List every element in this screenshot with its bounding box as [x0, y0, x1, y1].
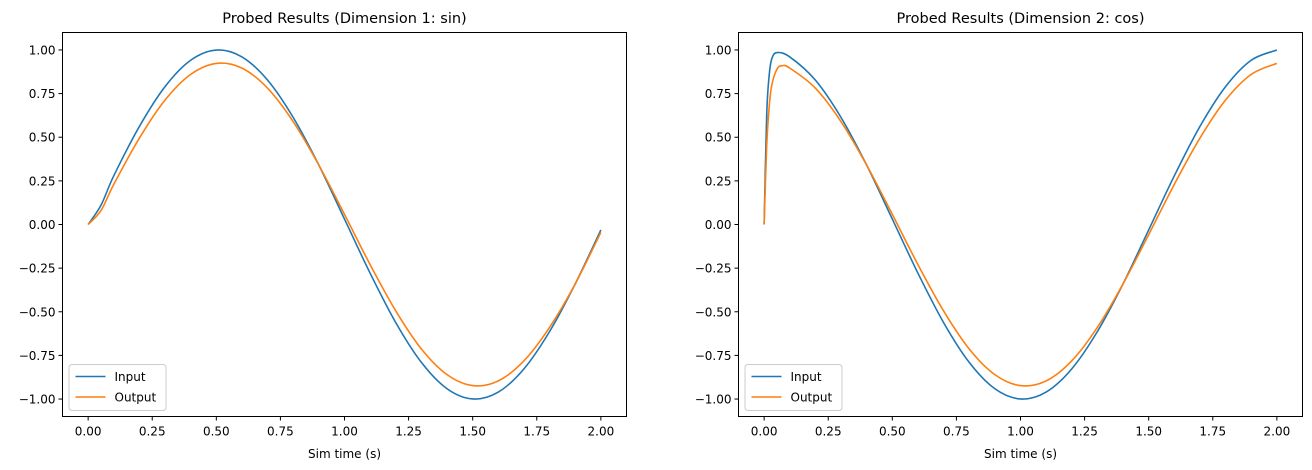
- series-line-output: [87, 62, 602, 387]
- y-tick-label: 0.00: [705, 218, 732, 232]
- x-axis-label: Sim time (s): [308, 447, 381, 461]
- x-axis-label: Sim time (s): [984, 447, 1057, 461]
- y-tick-label: −0.25: [695, 262, 732, 276]
- legend: Input Output: [68, 364, 167, 411]
- x-tick-label: 2.00: [588, 425, 615, 439]
- x-tick-label: 0.75: [267, 425, 294, 439]
- y-tick-label: −1.00: [695, 393, 732, 407]
- y-tick-label: 0.25: [29, 174, 56, 188]
- y-tick-label: 0.00: [29, 218, 56, 232]
- legend-label: Output: [115, 391, 157, 405]
- x-tick-label: 0.75: [943, 425, 970, 439]
- y-tick-label: 1.00: [705, 43, 732, 57]
- y-tick-label: 0.75: [29, 87, 56, 101]
- x-tick-label: 1.75: [523, 425, 550, 439]
- axes-frame: [62, 32, 627, 417]
- y-tick-label: −0.50: [19, 305, 56, 319]
- x-tick-label: 1.00: [331, 425, 358, 439]
- x-tick-label: 0.00: [75, 425, 102, 439]
- x-tick-label: 0.25: [815, 425, 842, 439]
- y-tick-label: −0.25: [19, 262, 56, 276]
- legend-label: Input: [791, 370, 822, 384]
- x-tick-label: 1.75: [1199, 425, 1226, 439]
- x-tick-label: 1.25: [395, 425, 422, 439]
- y-tick-label: −0.75: [695, 349, 732, 363]
- x-tick-label: 1.50: [459, 425, 486, 439]
- y-tick-label: 1.00: [29, 43, 56, 57]
- y-tick-label: 0.50: [705, 131, 732, 145]
- x-tick-label: 1.25: [1071, 425, 1098, 439]
- chart-title: Probed Results (Dimension 2: cos): [896, 11, 1144, 27]
- x-tick-label: 1.50: [1135, 425, 1162, 439]
- series-line-input: [87, 49, 602, 400]
- legend-label: Input: [115, 370, 146, 384]
- y-tick-label: −0.50: [695, 305, 732, 319]
- subplot-2: Probed Results (Dimension 2: cos) 0.00 0.2…: [695, 11, 1303, 461]
- legend: Input Output: [744, 364, 843, 411]
- x-tick-label: 0.50: [203, 425, 230, 439]
- y-tick-label: 0.75: [705, 87, 732, 101]
- subplot-1: Probed Results (Dimension 1: sin) 0.00 0.2…: [19, 11, 627, 461]
- y-tick-label: 0.25: [705, 174, 732, 188]
- x-tick-label: 2.00: [1264, 425, 1291, 439]
- y-tick-label: −0.75: [19, 349, 56, 363]
- series-line-output: [763, 62, 1278, 387]
- x-tick-label: 0.25: [139, 425, 166, 439]
- x-tick-label: 1.00: [1007, 425, 1034, 439]
- y-tick-label: 0.50: [29, 131, 56, 145]
- legend-label: Output: [791, 391, 833, 405]
- x-tick-label: 0.00: [751, 425, 778, 439]
- chart-title: Probed Results (Dimension 1: sin): [222, 11, 466, 27]
- y-tick-label: −1.00: [19, 393, 56, 407]
- series-line-input: [763, 49, 1278, 400]
- x-tick-label: 0.50: [879, 425, 906, 439]
